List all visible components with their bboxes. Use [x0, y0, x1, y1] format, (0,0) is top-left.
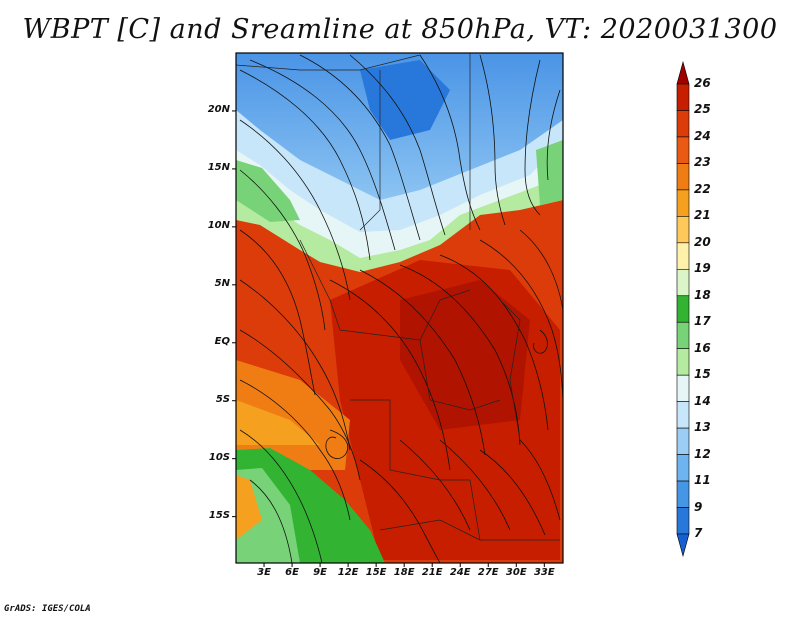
wbpt-deepblue-core — [360, 60, 450, 140]
colorbar-label: 22 — [694, 181, 711, 196]
colorbar-label: 23 — [694, 155, 711, 170]
colorbar-label: 18 — [694, 287, 711, 302]
colorbar-swatch — [676, 480, 690, 508]
colorbar-swatch — [676, 268, 690, 297]
lat-label: EQ — [214, 335, 230, 347]
credit-text: GrADS: IGES/COLA — [4, 604, 91, 614]
lon-label: 12E — [337, 567, 359, 578]
colorbar-label: 16 — [694, 340, 711, 355]
colorbar-label: 15 — [694, 367, 711, 382]
lon-ticks — [263, 563, 545, 567]
wbpt-light-orange — [236, 400, 320, 445]
streamlines — [239, 54, 563, 563]
lat-label: 5N — [214, 277, 230, 289]
lon-label: 33E — [533, 567, 555, 578]
colorbar-label: 9 — [694, 499, 703, 514]
colorbar-swatch — [676, 454, 690, 482]
colorbar-swatch — [676, 321, 690, 350]
colorbar-label: 24 — [694, 128, 711, 143]
colorbar-swatch — [676, 216, 690, 244]
lat-label: 15S — [208, 509, 230, 521]
map-frame — [235, 52, 564, 564]
wbpt-core-26 — [400, 280, 530, 430]
wbpt-field — [236, 53, 563, 563]
colorbar-swatch — [676, 163, 690, 191]
colorbar-label: 19 — [694, 261, 711, 276]
map-title: WBPT [C] and Sreamline at 850hPa, VT: 20… — [22, 14, 778, 45]
lat-label: 15N — [207, 161, 230, 173]
lon-label: 27E — [477, 567, 499, 578]
colorbar-label: 26 — [694, 76, 711, 90]
colorbar-top-arrow — [676, 60, 690, 85]
lon-label: 9E — [313, 567, 327, 578]
colorbar-swatch — [676, 189, 690, 217]
lat-label: 20N — [207, 103, 230, 115]
colorbar-swatch — [676, 507, 690, 535]
lon-label: 15E — [365, 567, 387, 578]
lon-label: 21E — [421, 567, 443, 578]
colorbar-swatch — [676, 348, 690, 376]
colorbar-label: 12 — [694, 446, 711, 461]
wbpt-green-west — [236, 160, 300, 222]
lon-label: 6E — [285, 567, 299, 578]
lon-label: 30E — [505, 567, 527, 578]
colorbar-label: 17 — [694, 314, 711, 329]
colorbar-label: 11 — [694, 473, 711, 488]
colorbar-swatch — [676, 295, 690, 323]
colorbar — [676, 60, 690, 558]
colorbar-swatch — [676, 136, 690, 164]
colorbar-swatch — [676, 242, 690, 270]
colorbar-swatch — [676, 83, 690, 111]
lon-label: 3E — [257, 567, 271, 578]
colorbar-label: 25 — [694, 102, 711, 117]
lon-label: 24E — [449, 567, 471, 578]
colorbar-label: 21 — [694, 208, 711, 223]
colorbar-label: 20 — [694, 234, 711, 249]
country-borders — [236, 53, 560, 541]
lat-ticks — [232, 110, 236, 518]
colorbar-swatch — [676, 427, 690, 455]
colorbar-swatch — [676, 374, 690, 402]
wbpt-green-east — [536, 140, 563, 205]
colorbar-swatch — [676, 110, 690, 138]
colorbar-label: 7 — [694, 526, 703, 540]
colorbar-swatch — [676, 401, 690, 429]
wbpt-orange-coast — [236, 475, 262, 540]
colorbar-label: 14 — [694, 393, 711, 408]
lat-label: 10S — [208, 451, 230, 463]
lat-label: 5S — [215, 393, 230, 405]
lon-label: 18E — [393, 567, 415, 578]
colorbar-label: 13 — [694, 420, 711, 435]
colorbar-bottom-arrow — [676, 533, 690, 558]
lat-label: 10N — [207, 219, 230, 231]
